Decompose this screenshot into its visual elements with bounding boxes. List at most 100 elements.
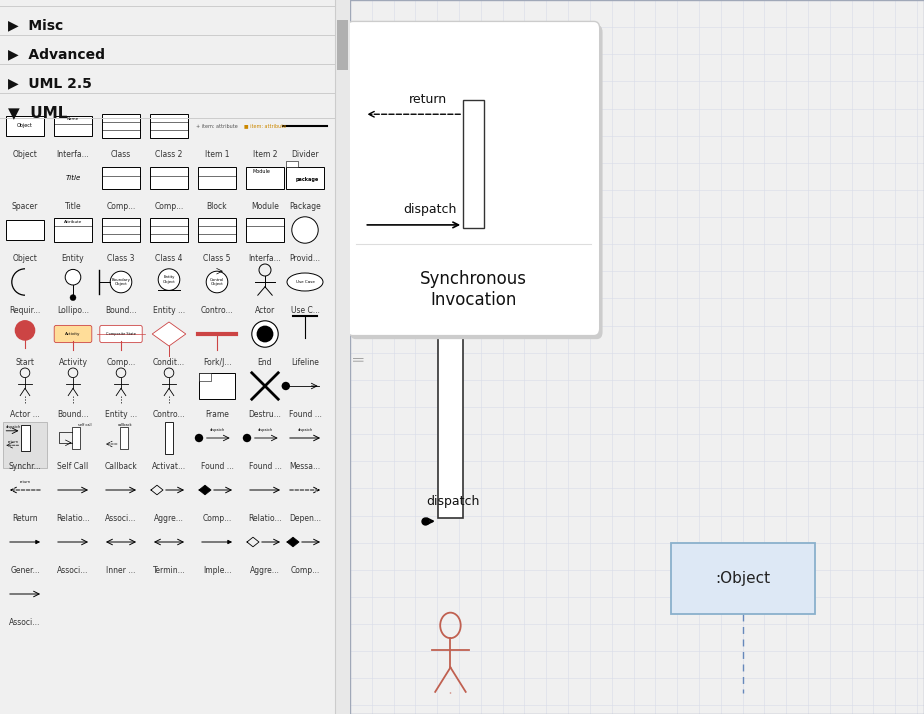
Bar — [463, 100, 484, 228]
FancyBboxPatch shape — [55, 326, 91, 343]
Text: ▶  Misc: ▶ Misc — [8, 18, 63, 32]
Text: Aggre...: Aggre... — [154, 514, 184, 523]
Text: Associ...: Associ... — [105, 514, 137, 523]
Text: Lifeline: Lifeline — [291, 358, 319, 367]
Circle shape — [252, 321, 278, 347]
Text: Contro...: Contro... — [152, 410, 186, 419]
Text: Lollipo...: Lollipo... — [57, 306, 89, 315]
Text: ▶  UML 2.5: ▶ UML 2.5 — [8, 76, 91, 90]
Text: callback: callback — [117, 423, 132, 427]
Text: Actor: Actor — [255, 306, 275, 315]
Text: Use C...: Use C... — [290, 306, 320, 315]
Text: Interfa...: Interfa... — [56, 150, 90, 159]
Text: Synchr...: Synchr... — [8, 462, 42, 471]
Circle shape — [282, 382, 290, 390]
Text: Class 2: Class 2 — [155, 150, 183, 159]
Text: dispatch: dispatch — [258, 428, 273, 431]
Text: Self Call: Self Call — [57, 462, 89, 471]
Text: + item: attribute: + item: attribute — [196, 124, 237, 129]
Bar — [337, 20, 348, 70]
Text: Module: Module — [252, 169, 271, 174]
Ellipse shape — [287, 273, 323, 291]
Bar — [246, 167, 285, 188]
Text: Comp...: Comp... — [106, 202, 136, 211]
Text: End: End — [258, 358, 273, 367]
Text: :Object: :Object — [715, 570, 771, 586]
Text: Found ...: Found ... — [201, 462, 234, 471]
Text: Comp...: Comp... — [290, 566, 320, 575]
Text: Class 4: Class 4 — [155, 254, 183, 263]
Bar — [246, 218, 285, 242]
Polygon shape — [152, 322, 186, 346]
Text: Comp...: Comp... — [106, 358, 136, 367]
Text: Title: Title — [65, 202, 81, 211]
Text: Activity: Activity — [58, 358, 88, 367]
Bar — [198, 218, 237, 242]
Circle shape — [70, 295, 76, 301]
Text: Condit...: Condit... — [153, 358, 185, 367]
Bar — [335, 0, 350, 714]
Bar — [102, 167, 140, 188]
Text: Composite State: Composite State — [106, 332, 136, 336]
Text: Entity ...: Entity ... — [153, 306, 185, 315]
Bar — [3, 422, 47, 468]
Text: Spacer: Spacer — [12, 202, 38, 211]
Circle shape — [206, 271, 228, 293]
Text: Contro...: Contro... — [201, 306, 234, 315]
Text: dispatch: dispatch — [6, 426, 20, 429]
Bar — [6, 221, 44, 240]
Text: Object: Object — [17, 124, 33, 129]
Text: Class 5: Class 5 — [203, 254, 231, 263]
Bar — [72, 427, 80, 449]
Circle shape — [243, 434, 251, 442]
Text: return: return — [19, 480, 30, 483]
Text: Entity: Entity — [62, 254, 84, 263]
Text: ▼  UML: ▼ UML — [8, 105, 67, 120]
Bar — [150, 218, 188, 242]
Bar — [6, 116, 44, 136]
Text: Boundary
Object: Boundary Object — [112, 278, 130, 286]
Circle shape — [195, 434, 203, 442]
Bar — [286, 161, 298, 167]
Text: Object: Object — [13, 254, 38, 263]
Text: Frame: Frame — [205, 410, 229, 419]
Circle shape — [66, 269, 80, 285]
Text: Synchronous
Invocation: Synchronous Invocation — [419, 270, 527, 309]
Circle shape — [16, 321, 34, 340]
Text: Use Case: Use Case — [296, 280, 314, 284]
Text: Name: Name — [67, 117, 79, 121]
Text: Entity ...: Entity ... — [105, 410, 137, 419]
Text: return: return — [7, 441, 18, 444]
Text: Class: Class — [111, 150, 131, 159]
Text: Requir...: Requir... — [9, 306, 41, 315]
Text: Bound...: Bound... — [105, 306, 137, 315]
Text: return: return — [408, 93, 446, 106]
Text: Found ...: Found ... — [249, 462, 282, 471]
Text: Entity
Object: Entity Object — [163, 276, 176, 284]
Text: Title: Title — [66, 175, 80, 181]
Bar — [150, 114, 188, 138]
Bar — [102, 114, 140, 138]
Text: Termin...: Termin... — [152, 566, 186, 575]
Text: Associ...: Associ... — [9, 618, 41, 627]
Bar — [102, 218, 140, 242]
Text: Fork/J...: Fork/J... — [202, 358, 231, 367]
Text: Return: Return — [12, 514, 38, 523]
Bar — [198, 167, 237, 188]
Bar — [54, 218, 92, 242]
Text: self call: self call — [79, 423, 91, 427]
Text: Item 2: Item 2 — [253, 150, 277, 159]
Text: Activity: Activity — [66, 332, 80, 336]
Text: Messa...: Messa... — [289, 462, 321, 471]
Text: Attribute: Attribute — [64, 220, 82, 224]
Text: Comp...: Comp... — [154, 202, 184, 211]
Text: ||: || — [352, 353, 362, 361]
Text: Imple...: Imple... — [202, 566, 231, 575]
Text: Comp...: Comp... — [202, 514, 232, 523]
Text: Item 1: Item 1 — [205, 150, 229, 159]
Bar — [21, 425, 30, 451]
Bar — [164, 423, 173, 453]
Text: dispatch: dispatch — [298, 428, 312, 431]
Polygon shape — [199, 486, 211, 495]
Text: Control
Object: Control Object — [210, 278, 225, 286]
